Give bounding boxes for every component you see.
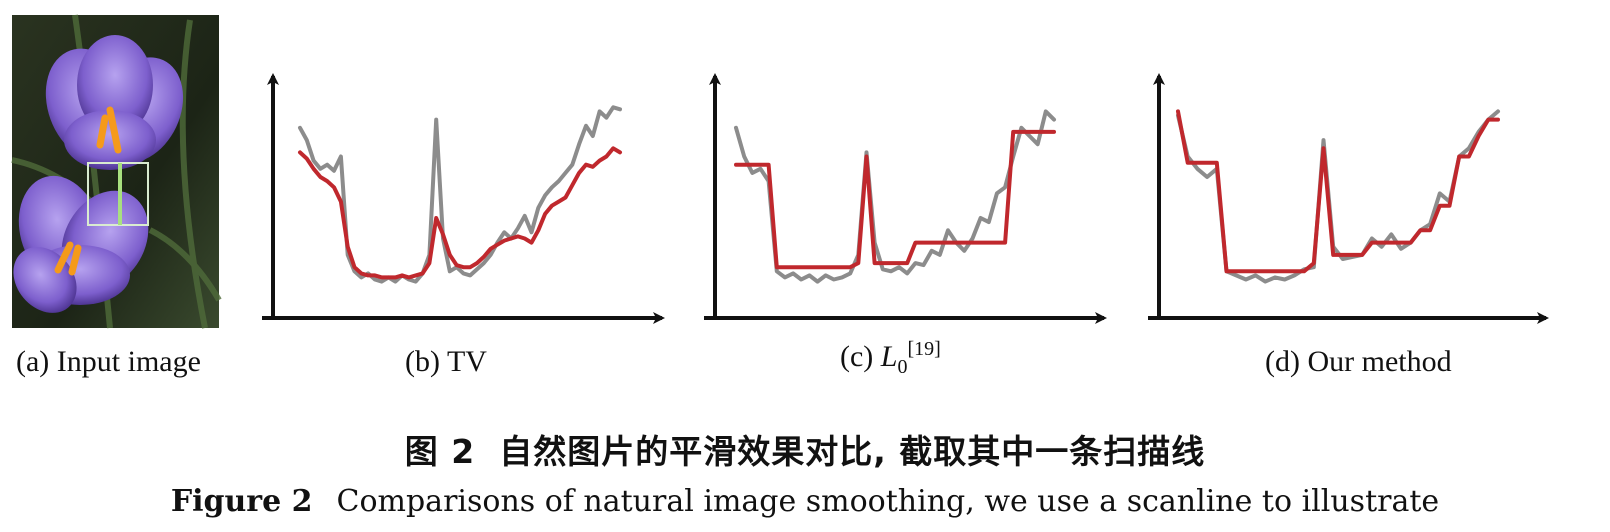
caption-d: (d) Our method [1265,345,1452,378]
caption-cn-label: 图 2 [404,432,476,471]
smoothed-scanline [1176,109,1500,274]
input-image [11,14,222,329]
caption-en-text: Comparisons of natural image smoothing, … [336,484,1440,519]
flower-top [45,35,184,170]
caption-english: Figure 2 Comparisons of natural image smo… [0,484,1610,519]
smoothed-scanline [298,146,622,280]
caption-c-var: L [880,340,898,373]
caption-c-sup: [19] [907,338,941,360]
plot-l0 [734,109,1056,284]
caption-en-label: Figure 2 [170,484,313,519]
caption-b: (b) TV [405,345,487,378]
plot-our-method [1176,109,1500,284]
flower-bottom [13,175,149,313]
caption-chinese: 图 2 自然图片的平滑效果对比, 截取其中一条扫描线 [0,425,1610,473]
axes-b [262,73,665,324]
axes-d [1148,73,1549,324]
axes-c [704,73,1107,324]
figure-panels [11,14,1549,329]
caption-a: (a) Input image [16,345,201,378]
original-scanline [1176,109,1500,284]
smoothed-scanline [734,129,1056,270]
original-scanline [734,109,1056,284]
caption-cn-text: 自然图片的平滑效果对比, 截取其中一条扫描线 [499,432,1206,471]
plot-tv [298,105,622,284]
caption-c-sub: 0 [897,356,908,378]
original-scanline [298,105,622,284]
caption-c-prefix: (c) [840,340,881,373]
caption-c: (c) L0[19] [840,338,941,379]
